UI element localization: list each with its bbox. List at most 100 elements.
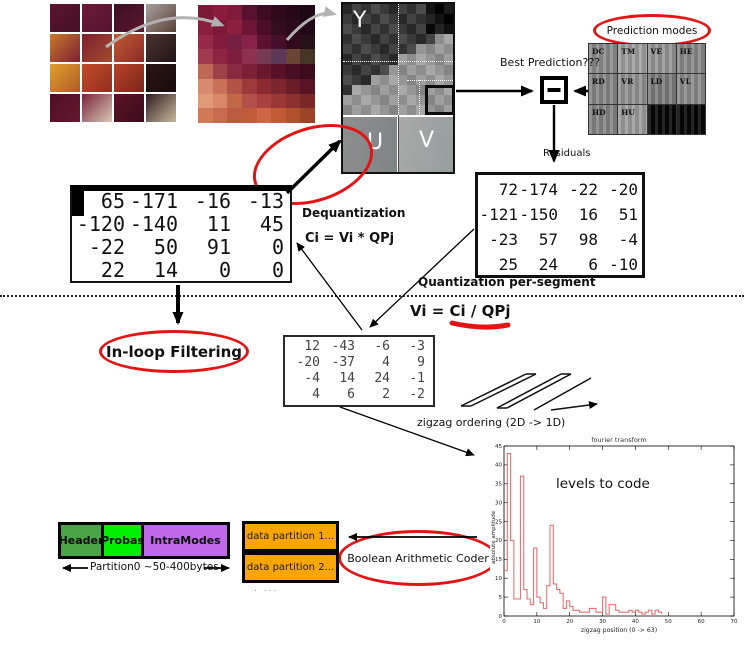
- y-pixel: [352, 94, 362, 105]
- y-pixel: [379, 4, 389, 15]
- dequantization-formula: Ci = Vi * QPj: [305, 231, 395, 246]
- pixel-tile: [198, 64, 213, 79]
- pixel-tile: [198, 5, 213, 20]
- pixel-tile: [256, 93, 272, 109]
- y-pixel: [361, 34, 371, 45]
- y-pixel: [388, 54, 398, 65]
- matrix-value: 9: [417, 355, 425, 370]
- header-box: Header: [59, 525, 103, 556]
- y-pixel: [398, 104, 408, 115]
- y-pixel: [361, 94, 371, 105]
- pixel-tile: [227, 49, 242, 64]
- matrix-value: -6: [374, 339, 390, 354]
- y-pixel: [361, 64, 371, 75]
- pixel-tile: [300, 93, 315, 109]
- y-pixel: [398, 74, 408, 85]
- pixel-tile: [271, 78, 286, 94]
- pixel-tile: [241, 93, 257, 109]
- chart-x-label: zigzag position (0 -> 63): [581, 627, 657, 634]
- svg-text:30: 30: [599, 619, 606, 625]
- pixel-tile: [285, 78, 301, 94]
- pixel-tile: [198, 93, 213, 109]
- mode-cell-empty: [647, 104, 676, 134]
- y-pixel: [361, 44, 371, 55]
- y-pixel: [434, 24, 444, 35]
- y-pixel: [434, 84, 444, 95]
- v-plane: [399, 115, 453, 172]
- pixel-tile: [285, 34, 301, 50]
- y-pixel: [407, 24, 417, 35]
- matrix-value: 6: [588, 255, 598, 274]
- data-partition-2-box: data partition 2...: [242, 552, 339, 583]
- pixel-tile: [285, 19, 301, 35]
- photo-tile: [114, 34, 144, 62]
- matrix-value: 14: [339, 371, 355, 386]
- pixel-tile: [241, 19, 257, 35]
- formula-red-underline: [449, 320, 511, 330]
- y-plane-label: Y: [353, 8, 367, 33]
- matrix-value: 24: [538, 255, 558, 274]
- levels-to-code-annotation: levels to code: [556, 476, 650, 492]
- pixel-tile: [198, 78, 213, 94]
- quantized-matrix: 12 -43 -6 -3 -20 -37 4 9 -4 14 24 -1 4 6 2 -2: [283, 335, 435, 407]
- matrix-value: -140: [129, 212, 178, 236]
- coefficient-chart: 0 10 20 30 40 50 60 70 0 5 10 15 20 25 30 35 40 45 fourier…: [490, 434, 744, 640]
- svg-text:30: 30: [495, 500, 502, 506]
- y-pixel: [407, 54, 417, 65]
- svg-text:20: 20: [495, 538, 502, 544]
- data-partition-1-box: data partition 1...: [242, 521, 339, 552]
- svg-text:40: 40: [495, 463, 502, 469]
- y-pixel: [425, 104, 435, 115]
- svg-text:15: 15: [495, 557, 502, 563]
- matrix-value: 0: [271, 258, 284, 282]
- matrix-value: -121: [479, 205, 518, 224]
- y-pixel: [370, 4, 380, 15]
- pixel-tile: [212, 19, 228, 35]
- pixel-tile: [198, 34, 213, 50]
- matrix-value: 16: [578, 205, 598, 224]
- pixel-tile: [227, 5, 242, 20]
- y-pixel: [425, 4, 435, 15]
- y-pixel: [370, 104, 380, 115]
- pixel-tile: [241, 108, 257, 123]
- matrix-value: 98: [578, 230, 598, 249]
- mode-cell-ve: VE: [647, 44, 676, 74]
- residuals-matrix: 72 -174 -22 -20 -121 -150 16 51 -23 57 98 -4 25 24 6 -1…: [475, 172, 645, 278]
- y-pixel: [343, 44, 353, 55]
- y-pixel: [379, 44, 389, 55]
- y-pixel: [379, 84, 389, 95]
- pixel-tile: [256, 49, 272, 64]
- mode-cell-hd: HD: [589, 104, 618, 134]
- y-pixel: [425, 84, 435, 95]
- photo-tile: [146, 64, 176, 92]
- y-pixel: [352, 44, 362, 55]
- svg-text:70: 70: [731, 619, 738, 625]
- y-pixel: [388, 14, 398, 25]
- y-pixel: [388, 74, 398, 85]
- pixel-tile: [212, 5, 228, 20]
- y-pixel: [434, 54, 444, 65]
- section-divider-dotted: [0, 295, 744, 297]
- y-pixel: [388, 44, 398, 55]
- quantization-formula: Vi = Ci / QPj: [410, 302, 511, 320]
- matrix-value: 2: [382, 387, 390, 402]
- pixel-tile: [212, 93, 228, 109]
- y-pixel: [434, 4, 444, 15]
- y-pixel: [343, 84, 353, 95]
- y-pixel: [443, 84, 453, 95]
- y-pixel: [434, 104, 444, 115]
- matrix-value: -4: [304, 371, 320, 386]
- matrix-value: 4: [312, 387, 320, 402]
- matrix-value: 6: [347, 387, 355, 402]
- matrix-value: -23: [489, 230, 518, 249]
- matrix-value: 12: [304, 339, 320, 354]
- y-pixel: [379, 104, 389, 115]
- svg-text:10: 10: [495, 576, 502, 582]
- pixel-tile: [227, 78, 242, 94]
- y-pixel: [370, 94, 380, 105]
- y-pixel: [443, 94, 453, 105]
- y-pixel: [352, 34, 362, 45]
- y-pixel: [398, 84, 408, 95]
- y-pixel: [352, 54, 362, 65]
- source-image-macroblock-grid: [50, 4, 176, 122]
